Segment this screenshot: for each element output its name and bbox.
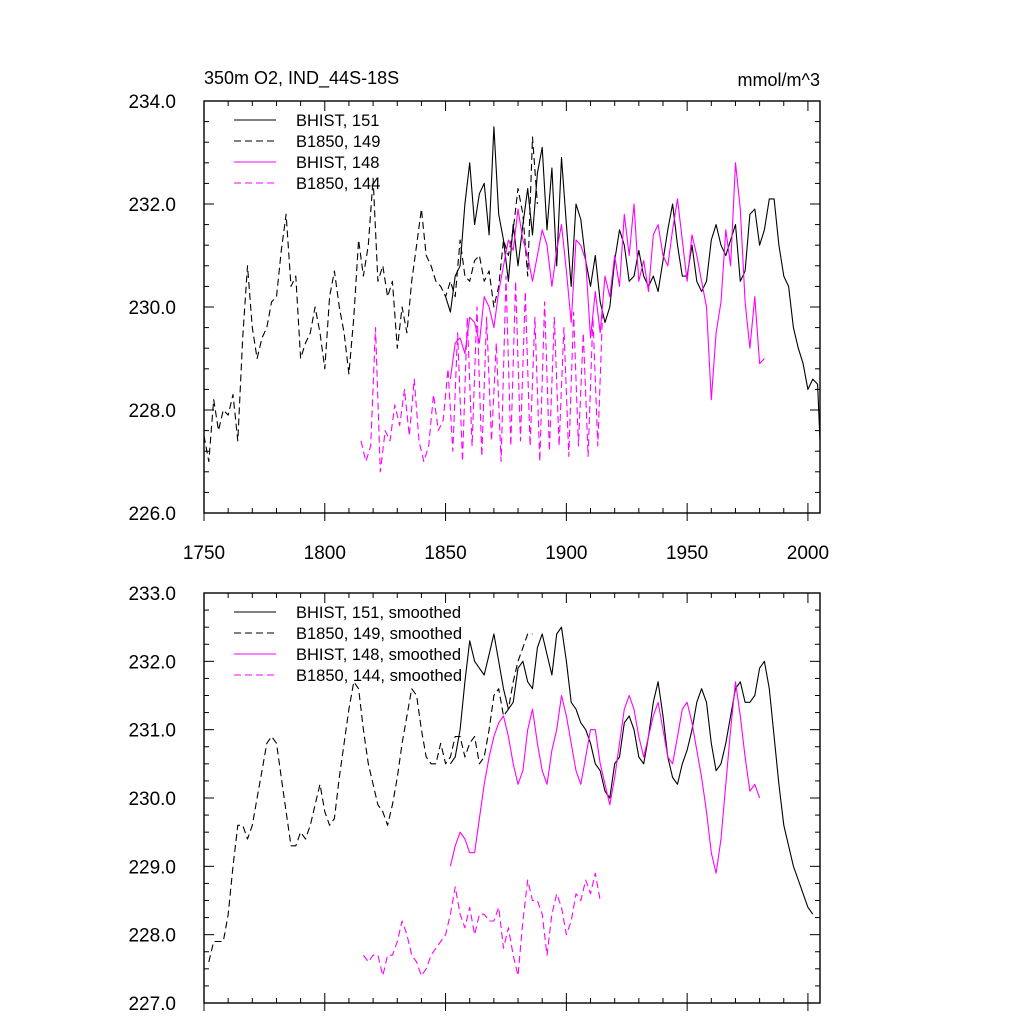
legend-label: B1850, 144, smoothed xyxy=(296,667,462,685)
legend-label: BHIST, 148, smoothed xyxy=(296,646,461,664)
y-tick-label: 231.0 xyxy=(128,721,176,742)
x-tick-label: 1900 xyxy=(545,543,587,564)
y-tick-label: 228.0 xyxy=(128,401,176,422)
top-panel: 350m O2, IND_44S-18S mmol/m^3 226.0 228.0… xyxy=(128,68,829,564)
y-tick-label: 234.0 xyxy=(128,92,176,113)
legend-label: B1850, 149 xyxy=(296,133,380,151)
series-line xyxy=(360,275,604,473)
series-line xyxy=(362,872,601,977)
series-line xyxy=(445,126,821,441)
y-tick-label: 233.0 xyxy=(128,584,176,605)
x-tick-label: 1850 xyxy=(424,543,466,564)
series-line xyxy=(203,136,538,463)
series-line xyxy=(449,626,814,915)
y-tick-label: 226.0 xyxy=(128,504,176,525)
series-line xyxy=(449,162,765,401)
y-tick-label: 232.0 xyxy=(128,652,176,673)
x-tick-label: 1750 xyxy=(183,543,225,564)
legend-label: BHIST, 148 xyxy=(296,154,379,172)
x-tick-label: 1800 xyxy=(304,543,346,564)
y-tick-label: 230.0 xyxy=(128,789,176,810)
series-line xyxy=(449,681,761,874)
legend-label: B1850, 149, smoothed xyxy=(296,625,462,643)
legend-label: B1850, 144 xyxy=(296,175,380,193)
x-tick-label: 1950 xyxy=(666,543,708,564)
legend-label: BHIST, 151 xyxy=(296,112,379,130)
chart-title: 350m O2, IND_44S-18S xyxy=(204,68,399,89)
y-tick-label: 227.0 xyxy=(128,994,176,1015)
x-tick-label: 2000 xyxy=(787,543,829,564)
y-tick-label: 232.0 xyxy=(128,195,176,216)
y-tick-label: 230.0 xyxy=(128,298,176,319)
units-label: mmol/m^3 xyxy=(738,70,820,90)
bottom-panel: 227.0 228.0 229.0 230.0 231.0 232.0 233.0 BHIST… xyxy=(128,584,821,1015)
y-tick-label: 229.0 xyxy=(128,857,176,878)
legend-label: BHIST, 151, smoothed xyxy=(296,604,461,622)
series-line xyxy=(208,633,533,963)
y-tick-label: 228.0 xyxy=(128,926,176,947)
